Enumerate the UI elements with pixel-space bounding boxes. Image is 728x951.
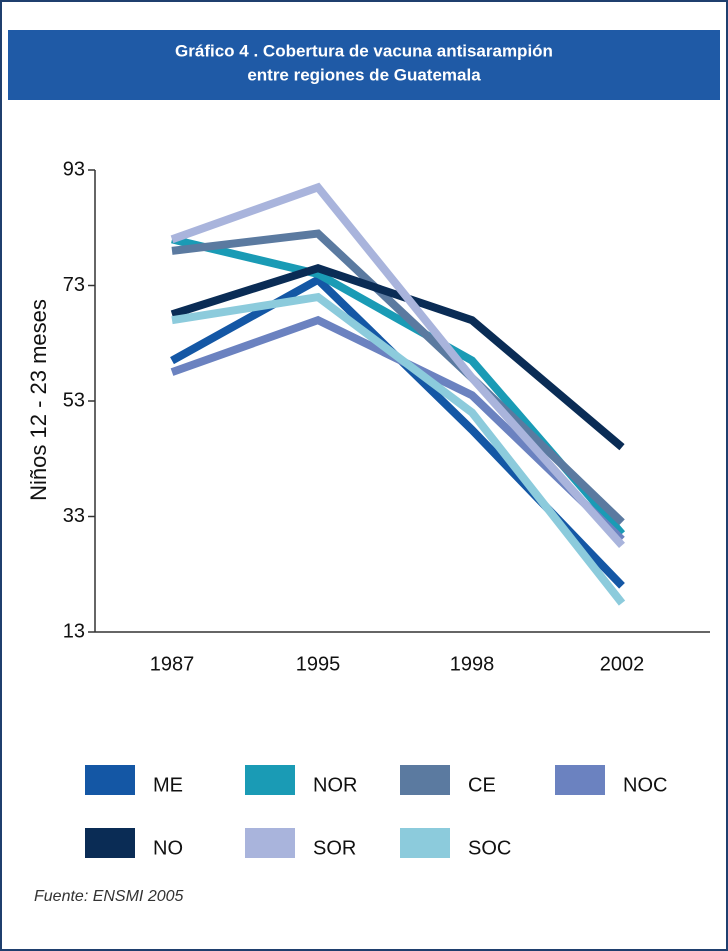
legend-label: ME <box>153 774 183 796</box>
chart-title: Gráfico 4 . Cobertura de vacuna antisara… <box>175 41 553 60</box>
legend-swatch <box>245 828 295 858</box>
source: Fuente: ENSMI 2005 <box>34 888 184 905</box>
legend-label: NOR <box>313 774 357 796</box>
legend-swatch <box>85 828 135 858</box>
legend-swatch <box>400 828 450 858</box>
x-tick-label: 2002 <box>600 653 645 675</box>
x-tick-label: 1987 <box>150 653 195 675</box>
x-tick-label: 1995 <box>296 653 341 675</box>
title-bar <box>8 30 720 100</box>
series-line <box>171 229 625 526</box>
y-tick-label: 33 <box>63 505 85 527</box>
series-line <box>170 182 625 549</box>
legend-label: CE <box>468 774 496 796</box>
legend-swatch <box>245 765 295 795</box>
x-tick-label: 1998 <box>450 653 495 675</box>
legend-swatch <box>400 765 450 795</box>
y-axis-label: Niños 12 - 23 meses <box>26 299 51 501</box>
y-tick-label: 53 <box>63 389 85 411</box>
legend-label: NO <box>153 837 183 859</box>
series-line <box>171 292 626 606</box>
legend-label: NOC <box>623 774 667 796</box>
y-tick-label: 13 <box>63 620 85 642</box>
chart-title: entre regiones de Guatemala <box>247 65 481 84</box>
legend-label: SOR <box>313 837 356 859</box>
legend-label: SOC <box>468 837 511 859</box>
legend-swatch <box>555 765 605 795</box>
y-tick-label: 93 <box>63 158 85 180</box>
series-line <box>170 263 625 451</box>
legend-swatch <box>85 765 135 795</box>
y-tick-label: 73 <box>63 274 85 296</box>
